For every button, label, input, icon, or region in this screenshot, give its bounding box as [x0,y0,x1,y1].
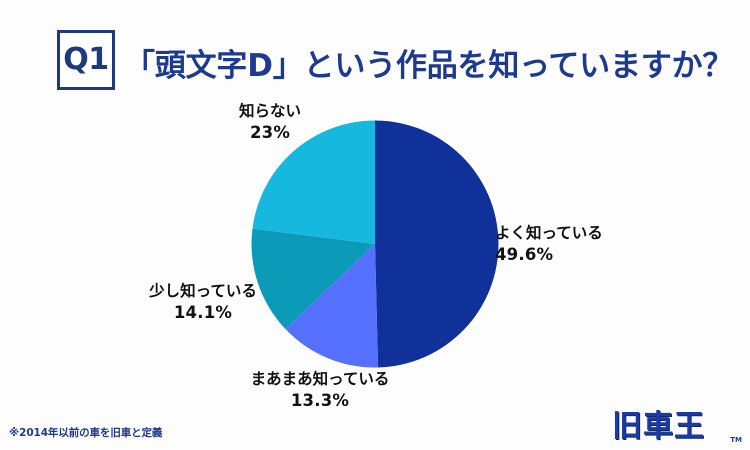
pie-slice [285,244,379,368]
pie-label-sukoshi-shitteiru-name: 少し知っている [149,282,257,300]
footnote-text: ※2014年以前の車を旧車と定義 [9,427,163,439]
page-title: 「頭文字D」という作品を知っていますか？ [124,47,734,84]
pie-label-sukoshi-shitteiru-value: 14.1% [173,302,233,322]
pie-slice [252,120,375,244]
pie-label-shiranai-value: 23% [249,122,291,142]
question-number-label: Q1 [63,42,109,77]
pie-label-shiranai: 知らない 23% [175,102,365,143]
question-number-badge: Q1 [57,30,115,90]
pie-chart-area: 知らない 23% よく知っている 49.6% 少し知っている 14.1% まあま… [0,102,750,410]
slide-footer: ※2014年以前の車を旧車と定義 旧車王 TM [0,404,750,450]
pie-chart-svg [251,120,499,368]
pie-slice [375,120,499,368]
pie-label-maamaa-shitteiru: まあまあ知っている 13.3% [215,370,425,411]
pie-slice [251,228,375,330]
brand-logo: 旧車王 TM [612,408,742,446]
pie-label-yoku-shitteiru-value: 49.6% [495,244,554,264]
slide-header: Q1 「頭文字D」という作品を知っていますか？ [0,0,750,104]
pie-label-maamaa-shitteiru-name: まあまあ知っている [250,370,390,388]
pie-label-shiranai-name: 知らない [238,102,301,120]
pie-chart [251,120,499,368]
pie-label-maamaa-shitteiru-value: 13.3% [290,390,350,410]
pie-label-sukoshi-shitteiru: 少し知っている 14.1% [108,282,298,323]
pie-label-yoku-shitteiru: よく知っている 49.6% [495,224,695,265]
pie-label-yoku-shitteiru-name: よく知っている [495,224,603,242]
brand-logo-text: 旧車王 [612,409,705,444]
brand-logo-trademark: TM [730,436,742,444]
